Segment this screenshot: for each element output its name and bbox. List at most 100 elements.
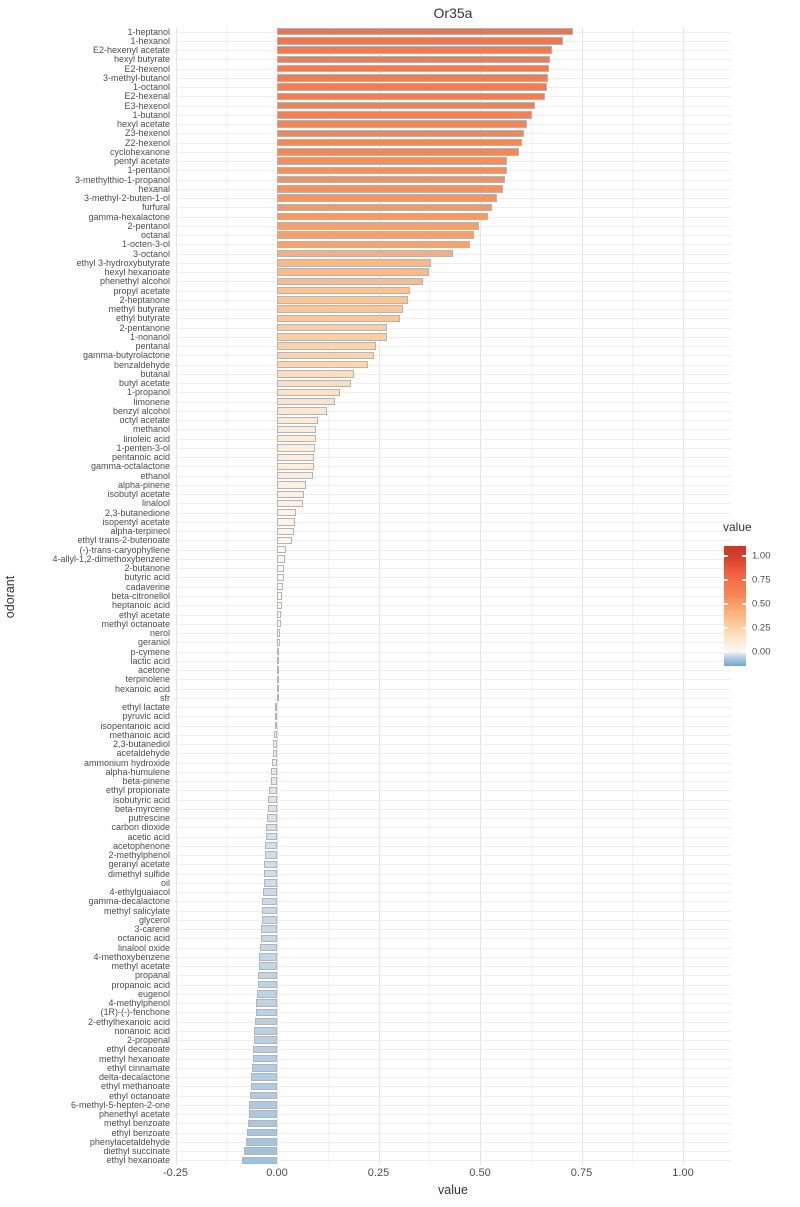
y-tick-label: gamma-hexalactone: [88, 211, 170, 222]
y-tick-label: ethyl butyrate: [115, 313, 170, 324]
bar-linoleic acid: [277, 435, 316, 443]
y-tick-label: pentanoic acid: [111, 452, 170, 463]
bar-methyl hexanoate: [252, 1054, 277, 1063]
y-tick-label: 1-nonanol: [129, 331, 170, 342]
gridline-category: [175, 512, 731, 514]
bar-2-pentanone: [277, 323, 388, 332]
gridline-category: [175, 410, 731, 412]
y-tick-label: phenethyl alcohol: [99, 276, 170, 287]
gridline-category: [175, 605, 731, 607]
gridline-category: [175, 1132, 731, 1134]
y-tick-label: ethyl octanoate: [108, 1090, 170, 1101]
gridline-category: [175, 1058, 731, 1060]
y-tick-label: 4-methylphenol: [108, 998, 170, 1009]
plot-panel: [175, 27, 731, 1165]
bar-1-hexanol: [277, 37, 564, 45]
bar-linalool oxide: [259, 943, 277, 952]
gridline-category: [175, 494, 731, 496]
bar-methyl butyrate: [277, 305, 404, 313]
bar-ethyl decanoate: [253, 1045, 277, 1054]
bar-octanal: [277, 231, 474, 239]
bar-pyruvic acid: [274, 712, 277, 720]
y-tick-label: E3-hexenol: [124, 100, 170, 111]
bar-2-butanone: [277, 564, 285, 572]
bar-glycerol: [261, 916, 277, 924]
y-tick-label: beta-pinene: [122, 776, 170, 787]
bar-2,3-butanediol: [272, 740, 277, 748]
bar-methyl octanoate: [277, 620, 281, 628]
bar-propanal: [258, 971, 277, 980]
bar-E2-hexenol: [277, 64, 550, 73]
y-tick-label: 3-methyl-2-buten-1-ol: [83, 193, 170, 204]
y-tick-label: gamma-decalactone: [88, 896, 170, 907]
bar-nonanoic acid: [254, 1027, 277, 1035]
bar-ethyl acetate: [277, 610, 282, 619]
bar-geranyl acetate: [264, 860, 277, 868]
bar-ethyl butyrate: [277, 314, 401, 323]
bar-hexyl acetate: [277, 120, 528, 128]
bar-furfural: [277, 203, 493, 212]
legend-tick-mark: [724, 603, 728, 605]
legend-tick-label: 0.00: [752, 646, 771, 658]
gridline-category: [175, 373, 731, 375]
y-tick-label: lactic acid: [130, 655, 170, 666]
y-tick-label: methyl acetate: [111, 961, 170, 972]
bar-ethyl propionate: [268, 786, 277, 794]
gridline-category: [175, 586, 731, 588]
y-tick-label: 1-hexanol: [130, 35, 170, 46]
chart-title: Or35a: [433, 5, 473, 21]
gridline-category: [175, 975, 731, 977]
legend-tick-label: 1.00: [752, 550, 771, 562]
bar-methanoic acid: [273, 731, 277, 739]
bar-1-pentanol: [277, 166, 507, 175]
gridline-category: [175, 1012, 731, 1014]
gridline-category: [175, 808, 731, 810]
y-tick-label: ethanol: [140, 470, 170, 481]
y-tick-label: heptanoic acid: [111, 600, 170, 611]
gridline-category: [175, 383, 731, 385]
y-tick-label: nonanoic acid: [114, 1025, 170, 1036]
y-tick-label: geraniol: [137, 637, 170, 648]
gridline-category: [175, 1160, 731, 1162]
bar-2-ethylhexanoic acid: [255, 1017, 277, 1026]
y-tick-label: methyl benzoate: [103, 1118, 170, 1129]
y-tick-label: ethyl trans-2-butenoate: [77, 535, 170, 546]
y-tick-label: beta-myrcene: [114, 803, 170, 814]
gridline-category: [175, 1095, 731, 1097]
y-tick-label: pentanal: [135, 341, 170, 352]
y-tick-label: terpinolene: [125, 674, 170, 685]
bar-6-methyl-5-hepten-2-one: [249, 1101, 277, 1109]
y-tick-label: hexanoic acid: [114, 683, 170, 694]
gridline-category: [175, 475, 731, 477]
bar-ethanol: [277, 472, 314, 480]
y-tick-label: beta-citronellol: [111, 591, 170, 601]
bar-E2-hexenyl acetate: [277, 46, 553, 54]
bar-beta-pinene: [270, 777, 277, 785]
y-tick-label: 2-pentanone: [119, 322, 170, 333]
color-legend: value 1.00 0.75 0.50 0.25 0.00: [715, 520, 800, 680]
bar-benzaldehyde: [277, 360, 369, 369]
bar-p-cymene: [277, 647, 280, 656]
gridline-category: [175, 420, 731, 422]
y-tick-label: sfr: [160, 692, 170, 703]
y-tick-label: 3-octanol: [132, 248, 170, 259]
bar-octyl acetate: [277, 416, 318, 424]
y-tick-label: isopentyl acetate: [102, 516, 170, 527]
bar-oil: [263, 879, 277, 887]
y-tick-label: 2-ethylhexanoic acid: [87, 1016, 170, 1027]
gridline-category: [175, 947, 731, 949]
gridline-category: [175, 623, 731, 625]
y-tick-label: Z2-hexenol: [124, 137, 170, 148]
gridline-category: [175, 299, 731, 301]
y-tick-label: Z3-hexenol: [124, 128, 170, 139]
y-tick-label: alpha-terpineol: [110, 526, 170, 537]
y-tick-label: methyl butyrate: [108, 304, 170, 315]
y-tick-label: limonene: [133, 396, 170, 407]
gridline-category: [175, 929, 731, 931]
y-tick-label: 1-octanol: [132, 82, 170, 93]
y-tick-label: 3-carene: [134, 924, 170, 935]
legend-tick-mark: [742, 603, 746, 605]
gridline-category: [175, 919, 731, 921]
y-tick-label: acetic acid: [127, 831, 170, 842]
gridline-category: [175, 762, 731, 764]
